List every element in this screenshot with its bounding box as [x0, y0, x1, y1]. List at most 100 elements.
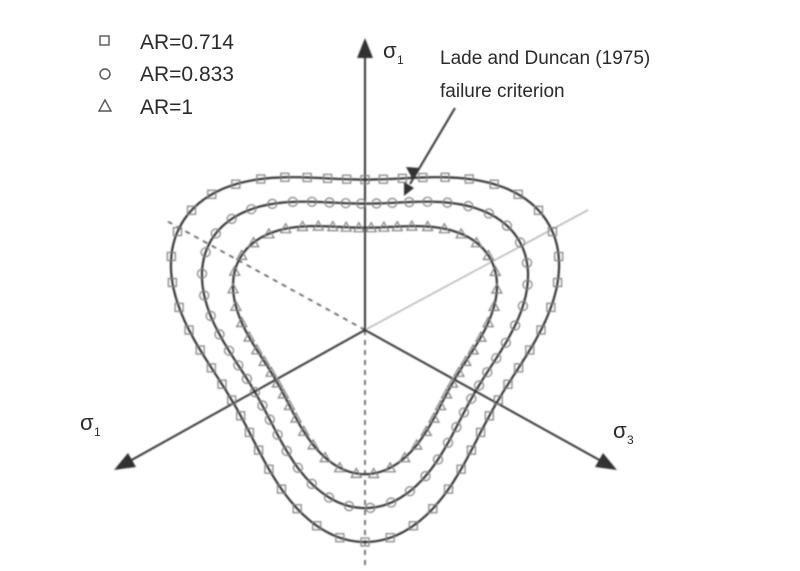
legend-triangle-marker-icon: [97, 98, 113, 112]
data-marker-triangle: [455, 227, 468, 239]
data-marker-square: [503, 379, 513, 389]
data-marker-circle: [483, 208, 494, 219]
arrowhead-top-icon: [357, 38, 373, 58]
data-marker-square: [360, 175, 370, 185]
legend-square-marker-icon: [99, 35, 110, 46]
data-marker-square: [231, 179, 241, 189]
data-marker-circle: [517, 300, 529, 312]
data-marker-circle: [306, 196, 317, 207]
data-marker-square: [552, 277, 563, 288]
data-marker-square: [264, 464, 274, 474]
axis-sigma-left: [127, 329, 366, 463]
data-marker-circle: [422, 196, 433, 207]
data-marker-circle: [272, 429, 283, 440]
data-marker-square: [302, 172, 312, 183]
data-marker-circle: [501, 220, 512, 231]
data-marker-square: [236, 411, 246, 421]
data-marker-circle: [223, 345, 235, 356]
data-marker-triangle: [452, 366, 465, 377]
data-marker-circle: [233, 360, 244, 371]
data-marker-square: [184, 325, 194, 335]
data-marker-square: [443, 484, 454, 494]
data-marker-triangle: [312, 219, 325, 231]
data-marker-square: [440, 172, 450, 182]
data-marker-triangle: [384, 461, 397, 473]
data-marker-triangle: [243, 330, 256, 342]
data-marker-circle: [281, 445, 292, 457]
data-marker-circle: [210, 228, 221, 239]
data-marker-triangle: [434, 399, 447, 411]
data-marker-triangle: [365, 221, 378, 233]
data-marker-triangle: [490, 282, 503, 294]
data-marker-circle: [287, 196, 298, 207]
data-marker-triangle: [398, 451, 411, 463]
annotation-arrowhead-outer-icon: [406, 167, 420, 178]
data-marker-circle: [458, 407, 469, 418]
legend-label-1: AR=0.714: [140, 31, 234, 54]
data-marker-circle: [200, 247, 211, 258]
data-marker-circle: [214, 329, 225, 340]
data-marker-square: [167, 277, 177, 288]
axis-label-right: σ 3: [613, 418, 634, 447]
arrowhead-left-icon: [114, 453, 136, 470]
data-marker-circle: [199, 290, 210, 301]
data-marker-triangle: [258, 355, 271, 366]
data-marker-square: [464, 174, 474, 184]
data-marker-square: [186, 205, 197, 215]
data-marker-triangle: [283, 399, 296, 411]
data-marker-circle: [509, 320, 521, 331]
data-marker-circle: [491, 353, 502, 364]
data-marker-square: [217, 379, 227, 389]
data-marker-triangle: [467, 343, 480, 355]
data-marker-triangle: [247, 236, 260, 248]
data-marker-triangle: [410, 438, 423, 450]
data-marker-square: [476, 427, 486, 437]
data-marker-circle: [451, 422, 462, 433]
legend-circle-marker-icon: [99, 68, 111, 80]
data-marker-square: [546, 302, 556, 312]
legend: AR=0.714 AR=0.833 AR=1: [97, 31, 234, 119]
data-marker-triangle: [488, 300, 501, 311]
data-marker-square: [418, 172, 428, 183]
data-marker-square: [207, 189, 217, 199]
data-marker-square: [456, 464, 466, 474]
data-marker-triangle: [421, 220, 434, 232]
data-marker-triangle: [297, 425, 310, 436]
data-marker-triangle: [474, 330, 487, 342]
data-marker-circle: [323, 492, 335, 503]
data-marker-circle: [514, 237, 526, 248]
data-marker-circle: [500, 337, 511, 348]
data-marker-square: [206, 363, 216, 373]
data-marker-triangle: [352, 221, 365, 233]
data-marker-circle: [404, 486, 415, 497]
data-marker-triangle: [482, 249, 495, 261]
data-marker-triangle: [235, 249, 248, 260]
data-marker-circle: [324, 197, 335, 208]
data-marker-square: [489, 179, 499, 189]
data-marker-circle: [267, 198, 278, 209]
legend-label-2: AR=0.833: [140, 63, 234, 86]
data-marker-square: [195, 345, 205, 355]
axis-label-top: σ 1: [383, 38, 404, 67]
data-marker-triangle: [427, 411, 441, 423]
data-marker-square: [244, 427, 254, 437]
data-marker-triangle: [489, 265, 502, 276]
data-marker-circle: [241, 373, 252, 384]
data-marker-square: [335, 533, 345, 543]
data-marker-circle: [442, 437, 454, 448]
data-marker-triangle: [333, 461, 346, 473]
failure-curves: [166, 172, 564, 547]
data-marker-triangle: [307, 438, 320, 450]
data-marker-circle: [371, 198, 382, 209]
data-marker-circle: [257, 400, 268, 411]
data-marker-circle: [521, 257, 533, 268]
data-marker-square: [493, 395, 503, 405]
data-marker-square: [378, 174, 388, 184]
data-marker-square: [408, 521, 418, 531]
data-marker-triangle: [377, 220, 390, 232]
legend-label-3: AR=1: [140, 96, 193, 119]
data-marker-square: [533, 205, 544, 215]
axis-label-left: σ 1: [80, 410, 101, 439]
data-marker-circle: [306, 478, 317, 489]
